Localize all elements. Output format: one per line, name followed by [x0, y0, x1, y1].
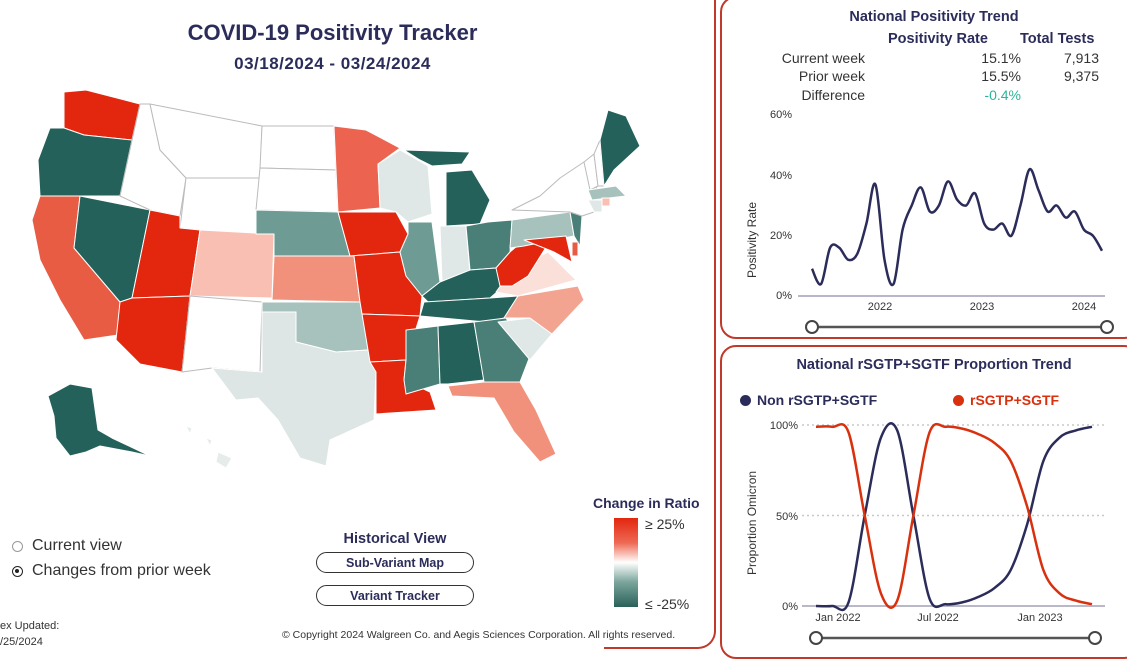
prop-xtick: Jul 2022 — [917, 612, 959, 624]
radio-current-label: Current view — [32, 537, 122, 554]
historical-view-heading: Historical View — [343, 531, 447, 547]
state-wv — [495, 239, 549, 287]
radio-changes-label: Changes from prior week — [32, 562, 211, 579]
prop-ytick: 100% — [770, 420, 798, 432]
state-ri — [601, 197, 611, 207]
row-current-rate: 15.1% — [981, 50, 1021, 66]
row-prior-label: Prior week — [798, 68, 865, 84]
col-positivity-rate: Positivity Rate — [888, 31, 988, 47]
state-ms — [403, 325, 441, 395]
sub-variant-map-button[interactable]: Sub-Variant Map — [316, 552, 474, 573]
state-sd — [255, 167, 339, 213]
pos-ytick: 0% — [776, 290, 792, 302]
state-ak — [47, 383, 151, 457]
positivity-title: National Positivity Trend — [849, 9, 1019, 25]
legend-non-label: Non rSGTP+SGTF — [757, 392, 878, 408]
legend-r-label: rSGTP+SGTF — [970, 392, 1060, 408]
state-me — [599, 109, 641, 187]
state-ny — [511, 161, 599, 217]
state-il — [399, 221, 441, 297]
state-tx — [211, 311, 377, 467]
state-al — [437, 321, 485, 385]
pos-ytick: 60% — [770, 109, 792, 121]
legend-non-dot-icon — [740, 394, 751, 406]
row-current-tests: 7,913 — [1063, 50, 1099, 66]
legend-low-label: ≤ -25% — [645, 596, 690, 612]
pos-range-start-handle[interactable] — [805, 320, 819, 334]
proportion-chart: Proportion Omicron 100% 50% 0% Jan 2022 … — [745, 420, 1105, 645]
row-prior-tests: 9,375 — [1063, 68, 1099, 84]
legend-r-dot-icon — [953, 394, 964, 406]
index-updated-date: /25/2024 — [0, 636, 43, 648]
state-ks — [271, 255, 361, 303]
state-ma — [587, 185, 627, 201]
non-rsgtp-series-line — [815, 422, 1093, 612]
prop-xtick: Jan 2023 — [1017, 612, 1062, 624]
rsgtp-series-line — [815, 422, 1093, 609]
pos-xtick: 2022 — [868, 301, 892, 313]
prop-ytick: 0% — [782, 601, 798, 613]
radio-circle-icon[interactable] — [12, 540, 23, 552]
proportion-title: National rSGTP+SGTF Proportion Trend — [796, 357, 1072, 373]
row-diff-label: Difference — [801, 87, 865, 103]
state-fl — [447, 381, 557, 463]
radio-changes-view[interactable]: Changes from prior week — [12, 562, 211, 580]
page-title: COVID-19 Positivity Tracker — [187, 20, 478, 45]
variant-tracker-button[interactable]: Variant Tracker — [316, 585, 474, 606]
radio-current-view[interactable]: Current view — [12, 537, 122, 555]
state-ia — [337, 211, 409, 257]
positivity-panel — [720, 0, 1127, 339]
state-or — [37, 127, 133, 197]
pos-xtick: 2023 — [970, 301, 994, 313]
us-map[interactable] — [0, 80, 665, 480]
col-total-tests: Total Tests — [1020, 31, 1095, 47]
state-md — [523, 235, 573, 263]
state-ct — [587, 199, 603, 213]
state-de — [571, 241, 579, 257]
proportion-ylabel: Proportion Omicron — [745, 471, 759, 575]
copyright: © Copyright 2024 Walgreen Co. and Aegis … — [282, 629, 676, 641]
index-updated-label: ex Updated: — [0, 620, 60, 632]
legend-title: Change in Ratio — [593, 495, 700, 511]
pos-range-end-handle[interactable] — [1100, 320, 1114, 334]
radio-selected-icon[interactable] — [12, 565, 23, 577]
pos-xtick: 2024 — [1072, 301, 1096, 313]
index-updated: ex Updated: /25/2024 — [0, 618, 59, 650]
state-wy — [179, 177, 261, 237]
legend-gradient — [614, 518, 638, 607]
pos-ytick: 20% — [770, 230, 792, 242]
left-panel-frame — [604, 0, 716, 649]
legend-rsgtp: rSGTP+SGTF — [953, 392, 1059, 408]
legend-high-label: ≥ 25% — [645, 516, 685, 532]
prop-range-start-handle[interactable] — [809, 631, 823, 645]
prop-range-end-handle[interactable] — [1088, 631, 1102, 645]
prop-xtick: Jan 2022 — [815, 612, 860, 624]
positivity-ylabel: Positivity Rate — [745, 202, 759, 278]
date-range: 03/18/2024 - 03/24/2024 — [234, 54, 431, 73]
state-wi — [377, 149, 433, 223]
prop-ytick: 50% — [776, 511, 798, 523]
positivity-chart: Positivity Rate 60% 40% 20% 0% 2022 2023… — [745, 109, 1114, 334]
row-prior-rate: 15.5% — [981, 68, 1021, 84]
pos-ytick: 40% — [770, 170, 792, 182]
legend-non-rsgtp: Non rSGTP+SGTF — [740, 392, 877, 408]
row-current-label: Current week — [781, 50, 865, 66]
row-diff-rate: -0.4% — [984, 87, 1021, 103]
state-az — [115, 295, 191, 373]
state-co — [189, 229, 275, 299]
positivity-series-line — [810, 167, 1104, 287]
state-nm — [181, 295, 263, 373]
state-nd — [259, 125, 337, 171]
state-hi — [185, 425, 233, 469]
